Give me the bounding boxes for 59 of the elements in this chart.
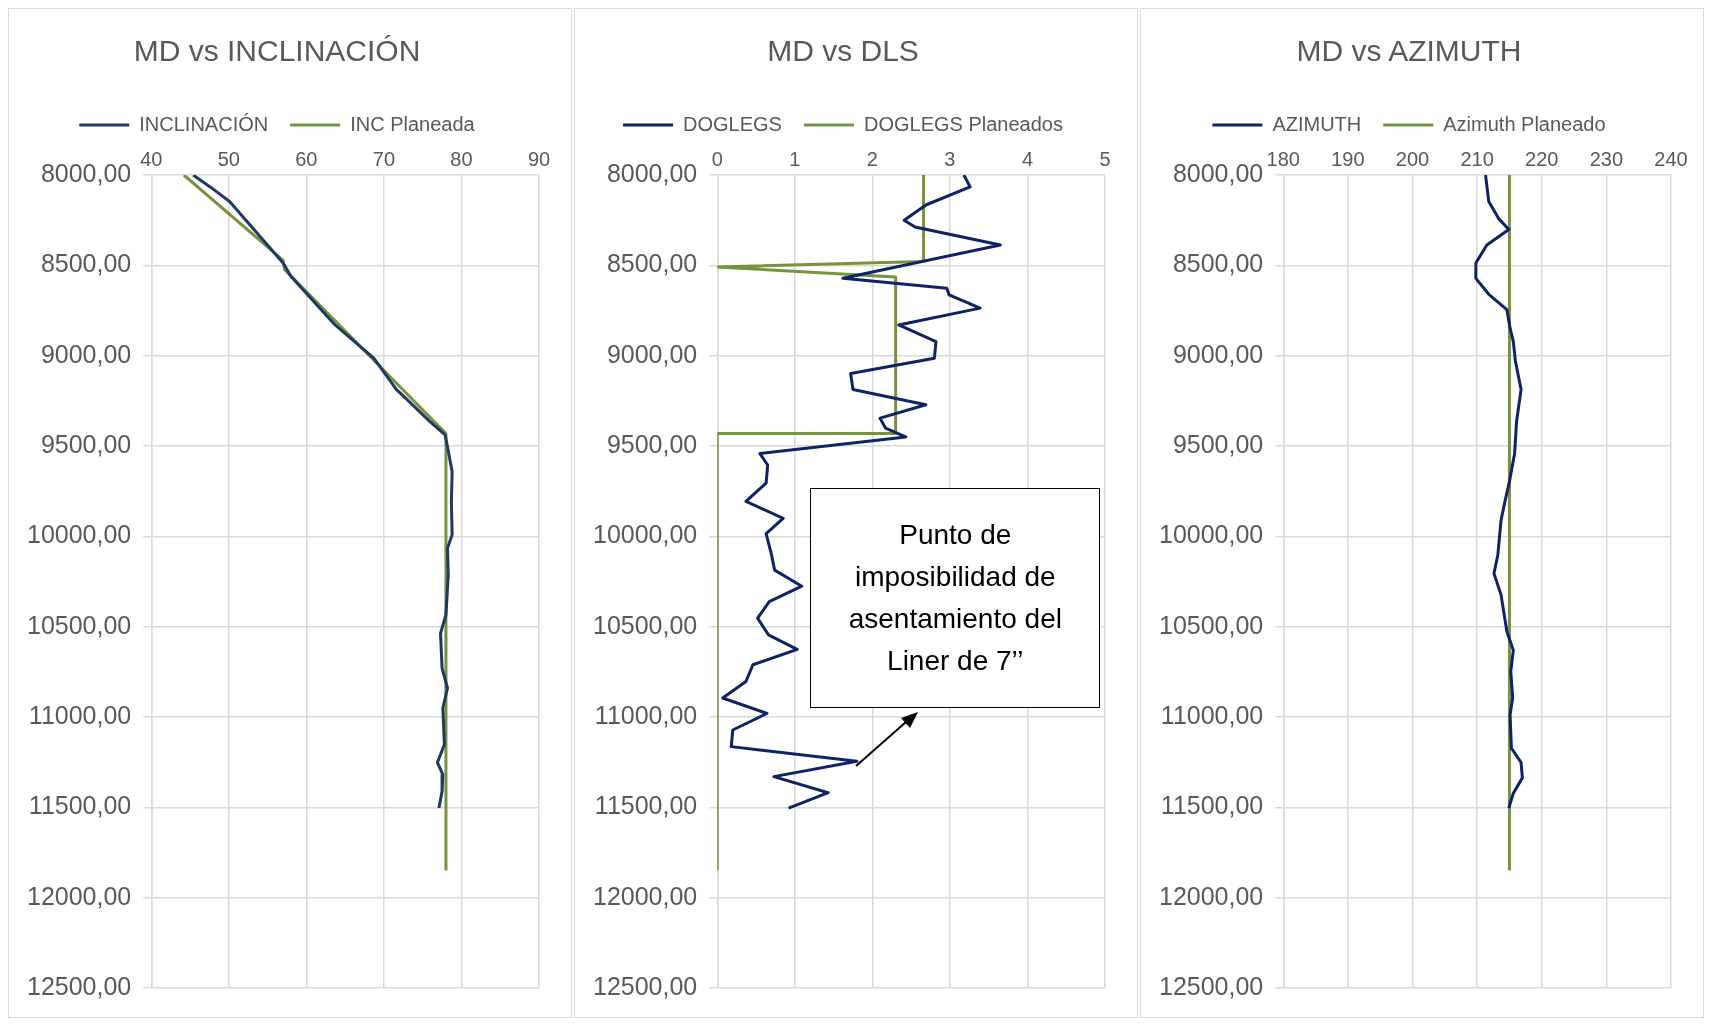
y-tick-label: 11500,00 <box>28 791 132 820</box>
x-tick-label: 240 <box>1654 147 1688 170</box>
y-tick-label: 9500,00 <box>40 429 132 458</box>
x-tick-label: 60 <box>295 147 318 170</box>
y-tick-label: 8000,00 <box>606 158 698 187</box>
x-tick-label: 180 <box>1266 147 1300 170</box>
y-tick-label: 12500,00 <box>26 971 132 1000</box>
x-tick-label: 50 <box>217 147 240 170</box>
chart-title: MD vs INCLINACIÓN <box>133 34 421 68</box>
chart-title: MD vs AZIMUTH <box>1296 34 1522 68</box>
y-tick-label: 8500,00 <box>1172 249 1264 278</box>
y-tick-label: 11500,00 <box>594 791 698 820</box>
y-tick-label: 12000,00 <box>592 881 698 910</box>
legend-label: AZIMUTH <box>1272 112 1362 135</box>
legend-label: INC Planeada <box>350 112 476 135</box>
x-tick-label: 5 <box>1099 147 1111 170</box>
y-tick-label: 12000,00 <box>26 881 132 910</box>
x-tick-label: 2 <box>866 147 878 170</box>
y-tick-label: 9000,00 <box>40 339 132 368</box>
y-tick-label: 12000,00 <box>1158 881 1264 910</box>
legend-label: DOGLEGS <box>683 112 782 135</box>
annotation: Punto de imposibilidad de asentamiento del Liner de 7’’ <box>847 518 1063 678</box>
y-tick-label: 12500,00 <box>1158 971 1264 1000</box>
y-tick-label: 10000,00 <box>1158 520 1264 549</box>
x-tick-label: 3 <box>944 147 956 170</box>
y-tick-label: 9500,00 <box>1172 429 1264 458</box>
y-tick-label: 8500,00 <box>606 249 698 278</box>
x-tick-label: 210 <box>1460 147 1494 170</box>
y-tick-label: 10000,00 <box>26 520 132 549</box>
x-tick-label: 90 <box>527 147 551 170</box>
y-tick-label: 9500,00 <box>606 429 698 458</box>
x-tick-label: 70 <box>372 147 396 170</box>
y-tick-label: 10500,00 <box>592 610 698 639</box>
y-tick-label: 8000,00 <box>1172 158 1264 187</box>
y-tick-label: 12500,00 <box>592 971 698 1000</box>
x-tick-label: 40 <box>140 147 163 170</box>
y-tick-label: 8500,00 <box>40 249 132 278</box>
x-tick-label: 220 <box>1525 147 1559 170</box>
y-tick-label: 8000,00 <box>40 158 132 187</box>
x-tick-label: 1 <box>789 147 801 170</box>
y-tick-label: 9000,00 <box>1172 339 1264 368</box>
y-tick-label: 10500,00 <box>1158 610 1264 639</box>
y-tick-label: 11000,00 <box>28 700 132 729</box>
y-tick-label: 10500,00 <box>26 610 132 639</box>
chart-title: MD vs DLS <box>767 34 919 68</box>
y-tick-label: 11000,00 <box>594 700 698 729</box>
legend-label: Azimuth Planeado <box>1443 112 1606 135</box>
y-tick-label: 11000,00 <box>1160 700 1264 729</box>
y-tick-label: 10000,00 <box>592 520 698 549</box>
x-tick-label: 4 <box>1021 147 1034 170</box>
legend-label: DOGLEGS Planeados <box>863 112 1063 135</box>
y-tick-label: 9000,00 <box>606 339 698 368</box>
x-tick-label: 80 <box>450 147 473 170</box>
x-tick-label: 190 <box>1331 147 1365 170</box>
x-tick-label: 200 <box>1395 147 1430 170</box>
x-tick-label: 0 <box>711 147 723 170</box>
y-tick-label: 11500,00 <box>1160 791 1264 820</box>
legend-label: INCLINACIÓN <box>139 112 269 135</box>
x-tick-label: 230 <box>1589 147 1624 170</box>
